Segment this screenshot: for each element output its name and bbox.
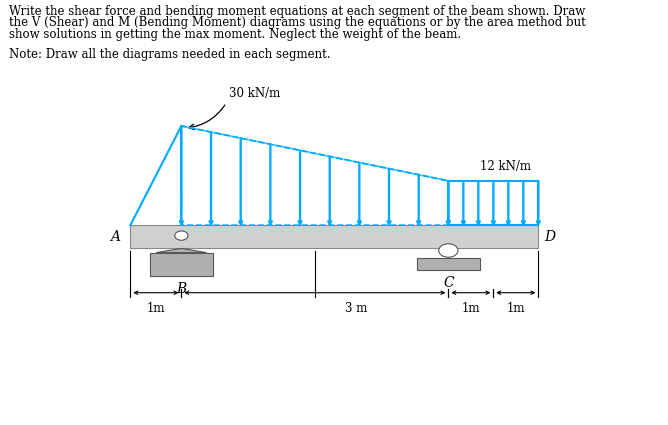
Text: Note: Draw all the diagrams needed in each segment.: Note: Draw all the diagrams needed in ea… [9, 48, 330, 61]
FancyArrow shape [269, 144, 273, 225]
FancyArrow shape [357, 162, 361, 225]
FancyArrow shape [179, 126, 184, 225]
Text: the V (Shear) and M (Bending Moment) diagrams using the equations or by the area: the V (Shear) and M (Bending Moment) dia… [9, 16, 585, 29]
Text: A: A [110, 230, 120, 244]
Text: 3 m: 3 m [345, 302, 367, 315]
Text: show solutions in getting the max moment. Neglect the weight of the beam.: show solutions in getting the max moment… [9, 28, 461, 40]
Polygon shape [417, 258, 480, 269]
Circle shape [175, 231, 188, 240]
FancyArrow shape [506, 181, 510, 225]
FancyArrow shape [462, 181, 466, 225]
Polygon shape [130, 225, 538, 248]
Text: D: D [544, 230, 556, 244]
Text: B: B [176, 282, 186, 296]
Circle shape [439, 244, 458, 257]
FancyArrow shape [417, 175, 421, 225]
Text: 12 kN/m: 12 kN/m [480, 160, 531, 173]
Polygon shape [156, 248, 206, 252]
FancyArrow shape [327, 156, 332, 225]
Text: 1m: 1m [147, 302, 165, 315]
FancyArrow shape [446, 181, 450, 225]
FancyArrow shape [209, 132, 213, 225]
FancyArrow shape [536, 181, 540, 225]
FancyArrow shape [298, 150, 302, 225]
FancyArrow shape [476, 181, 480, 225]
Text: C: C [443, 276, 454, 290]
FancyArrow shape [238, 138, 242, 225]
FancyArrow shape [387, 169, 391, 225]
Polygon shape [150, 252, 212, 276]
Text: 1m: 1m [462, 302, 480, 315]
Text: Write the shear force and bending moment equations at each segment of the beam s: Write the shear force and bending moment… [9, 5, 585, 18]
Text: 1m: 1m [506, 302, 525, 315]
FancyArrow shape [521, 181, 526, 225]
FancyArrow shape [491, 181, 496, 225]
Text: 30 kN/m: 30 kN/m [229, 87, 281, 100]
FancyArrow shape [446, 181, 450, 225]
